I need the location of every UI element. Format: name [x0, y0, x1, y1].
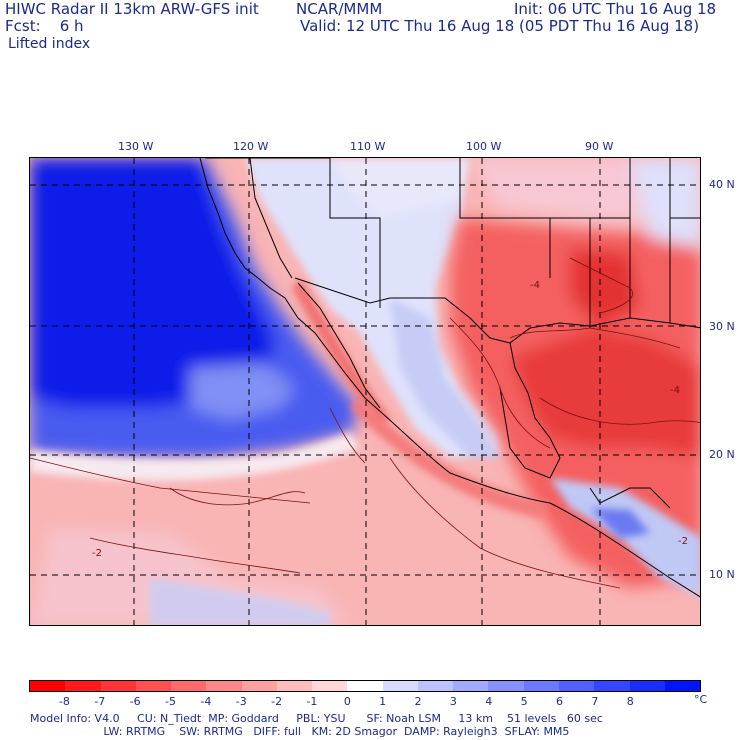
- colorbar-swatch: [382, 681, 418, 691]
- colorbar-swatch: [312, 681, 348, 691]
- pacific-coast-strip: [350, 398, 550, 518]
- colorbar-tick-label: 0: [343, 695, 351, 708]
- lon-label-90w: 90 W: [585, 140, 614, 153]
- contour-label: -4: [530, 280, 540, 291]
- lat-label-40n: 40 N: [709, 178, 735, 191]
- colorbar-swatch: [206, 681, 242, 691]
- lon-label-130w: 130 W: [118, 140, 154, 153]
- colorbar-swatch: [241, 681, 277, 691]
- contour-label: -2: [92, 548, 102, 559]
- contour-label: -2: [678, 536, 688, 547]
- colorbar-swatch: [523, 681, 559, 691]
- colorbar-swatch: [664, 681, 701, 691]
- model-info-line2: LW: RRTMG SW: RRTMG DIFF: full KM: 2D Sm…: [30, 725, 570, 738]
- colorbar-tick-label: 8: [626, 695, 634, 708]
- colorbar-swatch: [453, 681, 489, 691]
- colorbar-swatch: [65, 681, 101, 691]
- agency-label: NCAR/MMM: [296, 0, 383, 18]
- model-info-line1: Model Info: V4.0 CU: N_Tiedt MP: Goddard…: [30, 712, 603, 725]
- colorbar-swatch: [135, 681, 172, 691]
- colorbar-swatch: [100, 681, 136, 691]
- li-contours: [30, 257, 700, 589]
- colorbar-swatch: [171, 681, 207, 691]
- model-title: HIWC Radar II 13km ARW-GFS init: [5, 0, 259, 18]
- forecast-hour: Fcst: 6 h: [5, 17, 84, 35]
- lon-label-120w: 120 W: [233, 140, 269, 153]
- colorbar-swatch: [629, 681, 665, 691]
- colorbar-tick-label: -3: [235, 695, 247, 708]
- colorbar-swatch: [30, 681, 66, 691]
- colorbar-swatch: [417, 681, 454, 691]
- colorbar-swatch: [276, 681, 313, 691]
- colorbar-swatch: [558, 681, 595, 691]
- unstable-region: [450, 158, 700, 588]
- lat-label-10n: 10 N: [709, 568, 735, 581]
- lifted-index-map: -4 -4 -2 -2: [29, 157, 701, 626]
- lifted-index-colorbar: [29, 680, 701, 692]
- south-stable-patch: [150, 578, 330, 625]
- colorbar-tick-label: -8: [58, 695, 70, 708]
- colorbar-swatch: [488, 681, 524, 691]
- colorbar-tick-label: -7: [94, 695, 106, 708]
- stable-pacific-region: [30, 158, 360, 458]
- colorbar-tick-label: -1: [306, 695, 318, 708]
- lon-label-110w: 110 W: [350, 140, 386, 153]
- colorbar-tick-label: -6: [129, 695, 141, 708]
- colorbar-tick-label: -4: [200, 695, 212, 708]
- colorbar-tick-label: 5: [520, 695, 528, 708]
- transition-band: [30, 433, 360, 481]
- init-time: Init: 06 UTC Thu 16 Aug 18: [514, 0, 717, 18]
- colorbar-tick-label: 2: [414, 695, 422, 708]
- field-name: Lifted index: [8, 36, 91, 52]
- lon-label-100w: 100 W: [466, 140, 502, 153]
- central-america-core: [590, 508, 650, 538]
- coastlines: [199, 158, 700, 598]
- lat-label-30n: 30 N: [709, 320, 735, 333]
- colorbar-tick-label: 7: [591, 695, 599, 708]
- central-america-stable: [550, 478, 700, 598]
- colorbar-tick-label: -2: [271, 695, 283, 708]
- valid-time: Valid: 12 UTC Thu 16 Aug 18 (05 PDT Thu …: [300, 17, 700, 35]
- colorbar-swatch: [594, 681, 630, 691]
- colorbar-unit: °C: [694, 693, 708, 706]
- contour-label: -4: [670, 385, 680, 396]
- lat-label-20n: 20 N: [709, 448, 735, 461]
- colorbar-tick-label: 6: [556, 695, 564, 708]
- colorbar-swatch: [347, 681, 383, 691]
- stable-land-region: [245, 158, 500, 458]
- colorbar-tick-label: -5: [164, 695, 176, 708]
- colorbar-tick-label: 3: [449, 695, 457, 708]
- map-canvas: -4 -4 -2 -2: [30, 158, 700, 625]
- colorbar-tick-label: 4: [485, 695, 493, 708]
- contour-value-labels: -4 -4 -2 -2: [92, 280, 688, 559]
- colorbar-tick-label: 1: [379, 695, 387, 708]
